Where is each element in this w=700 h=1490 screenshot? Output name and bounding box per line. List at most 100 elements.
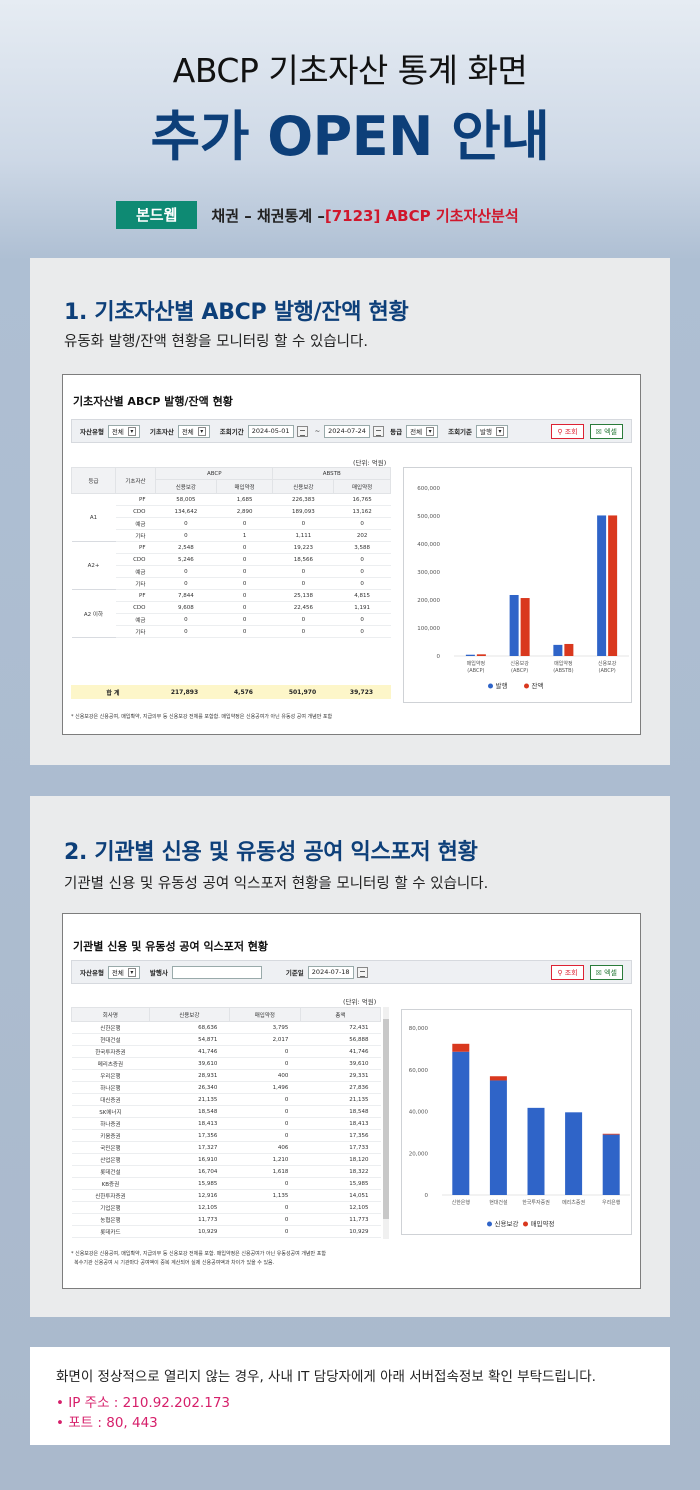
table-row[interactable]: 국민은행 17,327 406 17,733 [71, 1141, 381, 1154]
table-row: CDO 5,246 0 18,566 0 [72, 553, 391, 566]
table-cell: 400 [229, 1069, 301, 1082]
base-asset-select[interactable]: 전체 ▾ [177, 424, 210, 438]
table-row[interactable]: 롯데카드 10,929 0 10,929 [71, 1225, 381, 1238]
date-from-input[interactable]: 2024-05-01 [247, 424, 294, 438]
table-cell: 1 [216, 529, 273, 542]
asset-type-select[interactable]: 전체 ▾ [107, 424, 140, 438]
table-row[interactable]: 하나증권 18,413 0 18,413 [71, 1117, 381, 1130]
table-cell: 0 [155, 517, 217, 530]
table-cell: 현대건설 [71, 1033, 150, 1046]
table-cell: 11,773 [300, 1213, 381, 1226]
table-cell: 22,456 [272, 601, 334, 614]
table-cell: 28,931 [149, 1069, 230, 1082]
bar [476, 654, 486, 656]
table-scrollbar[interactable] [383, 1007, 389, 1239]
excel-icon: ☒ [595, 427, 605, 436]
table-row[interactable]: SK에너지 18,548 0 18,548 [71, 1105, 381, 1118]
table-cell: 0 [229, 1129, 301, 1142]
basis-select[interactable]: 발행 ▾ [476, 424, 508, 438]
table-row[interactable]: 신한투자증권 12,916 1,135 14,051 [71, 1189, 381, 1202]
date-to-input[interactable]: 2024-07-24 [324, 424, 371, 438]
table-row[interactable]: 메리츠증권 39,610 0 39,610 [71, 1057, 381, 1070]
table-cell: 25,138 [272, 589, 334, 602]
excel-button[interactable]: ☒ 엑셀 [589, 424, 623, 439]
table-row[interactable]: 우리은행 28,931 400 29,331 [71, 1069, 381, 1082]
table-row[interactable]: 한국투자증권 41,746 0 41,746 [71, 1045, 381, 1058]
table-cell: 12,916 [149, 1189, 230, 1202]
table-cell: 예금 [115, 517, 156, 530]
table-cell: 27,836 [300, 1081, 381, 1094]
x-tick-label: (ABSTB) [553, 668, 573, 674]
period-label: 조회기간 [219, 428, 244, 436]
table-cell: 신한투자증권 [71, 1189, 150, 1202]
table-row[interactable]: 산업은행 16,910 1,210 18,120 [71, 1153, 381, 1166]
table-cell: 226,383 [272, 493, 334, 506]
table-cell: 5,246 [155, 553, 217, 566]
table-cell: 9,608 [155, 601, 217, 614]
table-cell: 0 [333, 625, 391, 638]
asset-type-select[interactable]: 전체 ▾ [107, 965, 140, 979]
table-cell: 21,135 [300, 1093, 381, 1106]
table-cell: 29,331 [300, 1069, 381, 1082]
table-cell: PF [115, 589, 156, 602]
server-info-box: 화면이 정상적으로 열리지 않는 경우, 사내 IT 담당자에게 아래 서버접속… [30, 1347, 670, 1445]
scrollbar-thumb[interactable] [383, 1019, 389, 1219]
legend-marker [488, 683, 493, 689]
issuer-input[interactable] [171, 965, 262, 979]
table-cell: 39,610 [149, 1057, 230, 1070]
x-tick-label: (ABCP) [467, 668, 484, 674]
note-1: * 신용보강은 신용공여, 매입확약, 지급의무 등 신용보강 전체를 포함함.… [71, 714, 333, 720]
y-tick-label: 200,000 [417, 598, 440, 604]
section1-title: 1. 기초자산별 ABCP 발행/잔액 현황 [64, 300, 409, 325]
col-credit: 신용보강 [272, 479, 335, 494]
table-row[interactable]: 기업은행 12,105 0 12,105 [71, 1201, 381, 1214]
y-tick-label: 20,000 [409, 1151, 429, 1157]
table-row: A2 이하 PF 7,844 0 25,138 4,815 [71, 589, 391, 638]
table-cell: 0 [216, 553, 273, 566]
table-row[interactable]: 신한은행 68,636 3,795 72,431 [71, 1021, 381, 1034]
calendar-icon[interactable] [356, 966, 368, 978]
table-row[interactable]: 하나은행 26,340 1,496 27,836 [71, 1081, 381, 1094]
panel1-title: 기초자산별 ABCP 발행/잔액 현황 [73, 395, 233, 408]
date-range-separator: ~ [314, 427, 321, 435]
date-input[interactable]: 2024-07-18 [307, 965, 354, 979]
note-2a: * 신용보강은 신용공여, 매입확약, 지급의무 등 신용보강 전체를 포함. … [71, 1251, 326, 1257]
calendar-icon[interactable] [373, 425, 385, 437]
legend-label: 매입약정 [531, 1219, 555, 1228]
excel-button[interactable]: ☒ 엑셀 [589, 965, 623, 980]
x-tick-label: 신용보강 [598, 660, 617, 667]
x-tick-label: 한국투자증권 [522, 1199, 550, 1206]
y-tick-label: 0 [437, 654, 441, 660]
unit-label: (단위: 억원) [353, 459, 387, 467]
table-cell: 0 [333, 553, 391, 566]
table-row[interactable]: 농협은행 11,773 0 11,773 [71, 1213, 381, 1226]
table-cell: 10,929 [149, 1225, 230, 1238]
search-button[interactable]: ⚲ 조회 [551, 965, 584, 980]
legend-marker [524, 683, 529, 689]
table-row[interactable]: KB증권 15,985 0 15,985 [71, 1177, 381, 1190]
calendar-icon[interactable] [296, 425, 308, 437]
table-row[interactable]: 대신증권 21,135 0 21,135 [71, 1093, 381, 1106]
table-cell: 202 [333, 529, 391, 542]
grade-select[interactable]: 전체 ▾ [406, 424, 439, 438]
table-cell: 한국투자증권 [71, 1045, 150, 1058]
screenshot-panel-2: 기관별 신용 및 유동성 공여 익스포저 현황 자산유형 전체 ▾ 발행사 기준일… [62, 913, 641, 1289]
table-cell: 26,340 [149, 1081, 230, 1094]
grade-cell: A2+ [71, 541, 116, 590]
table-row: CDO 134,642 2,890 189,093 13,162 [72, 505, 391, 518]
table-cell: 농협은행 [71, 1213, 150, 1226]
chevron-down-icon: ▾ [197, 426, 206, 436]
table-cell: 7,844 [155, 589, 217, 602]
search-button[interactable]: ⚲ 조회 [551, 424, 584, 439]
x-tick-label: 우리은행 [602, 1199, 621, 1206]
bar [553, 644, 563, 656]
table-cell: 산업은행 [71, 1153, 150, 1166]
bar [520, 598, 530, 656]
table-row[interactable]: 롯데건설 16,704 1,618 18,322 [71, 1165, 381, 1178]
bar [465, 654, 475, 656]
table-row[interactable]: 현대건설 54,871 2,017 56,888 [71, 1033, 381, 1046]
x-tick-label: (ABCP) [599, 668, 616, 674]
table-row[interactable]: 키움증권 17,356 0 17,356 [71, 1129, 381, 1142]
table-cell: 18,548 [300, 1105, 381, 1118]
exposure-table-scroll: 회사명 신용보강 매입약정 총액 신한은행 68,636 3,795 72,431 현대건설 5… [71, 1007, 389, 1239]
